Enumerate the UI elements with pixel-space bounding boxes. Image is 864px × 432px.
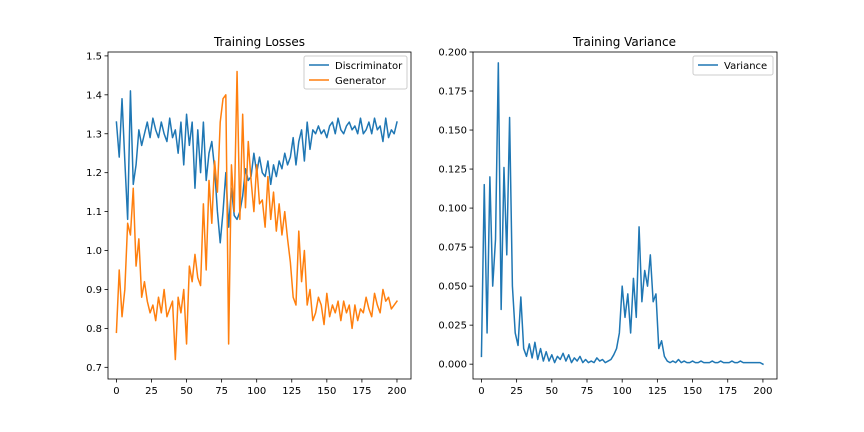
series-line-variance — [480, 62, 764, 366]
training-variance-frame — [472, 51, 778, 380]
y-tick-label: 1.1 — [86, 207, 102, 218]
y-tick-label: 0.7 — [86, 363, 102, 374]
x-tick-label: 75 — [581, 386, 594, 397]
y-tick-label: 1.5 — [86, 51, 102, 62]
training-variance-plot: Training Variance 0 25 50 75 100 125 150 175 200… — [438, 35, 778, 398]
y-tick-label: 0.9 — [86, 285, 102, 296]
training-variance-legend: Variance — [692, 55, 774, 76]
y-tick-label: 1.2 — [86, 168, 102, 179]
y-tick-label: 1.3 — [86, 129, 102, 140]
training-losses-plot: Training Losses 0 25 50 75 100 125 150 175 200 0.… — [86, 35, 412, 397]
legend-label-generator: Generator — [335, 76, 387, 87]
x-tick-label: 175 — [718, 386, 737, 397]
y-tick-label: 0.025 — [438, 321, 467, 332]
x-tick-label: 125 — [648, 386, 667, 397]
x-tick-label: 150 — [683, 386, 702, 397]
x-tick-label: 175 — [352, 386, 371, 397]
training-losses-legend: Discriminator Generator — [303, 55, 408, 90]
y-tick-label: 1.4 — [86, 90, 102, 101]
y-tick-label: 0.000 — [438, 360, 467, 371]
x-tick-label: 25 — [145, 386, 158, 397]
y-tick-label: 0.200 — [438, 48, 467, 59]
training-losses-frame — [107, 51, 412, 380]
x-tick-label: 0 — [113, 386, 119, 397]
x-tick-label: 50 — [180, 386, 193, 397]
legend-box — [303, 55, 408, 90]
x-tick-label: 100 — [613, 386, 632, 397]
x-tick-label: 50 — [545, 386, 558, 397]
y-tick-label: 0.175 — [438, 87, 467, 98]
y-tick-label: 0.8 — [86, 324, 102, 335]
y-tick-label: 0.150 — [438, 126, 467, 137]
training-variance-data — [480, 62, 764, 366]
x-tick-label: 75 — [215, 386, 228, 397]
x-tick-label: 100 — [247, 386, 266, 397]
training-variance-ticks: 0 25 50 75 100 125 150 175 200 0.000 0.025 0.050 0.0… — [438, 48, 772, 398]
training-losses-data — [115, 70, 399, 361]
training-losses-title: Training Losses — [213, 35, 305, 49]
x-tick-label: 0 — [478, 386, 484, 397]
training-variance-title: Training Variance — [572, 35, 676, 49]
y-tick-label: 0.050 — [438, 282, 467, 293]
legend-box — [692, 55, 774, 76]
x-tick-label: 200 — [387, 386, 406, 397]
y-tick-label: 1.0 — [86, 246, 102, 257]
legend-label-variance: Variance — [724, 61, 767, 72]
y-tick-label: 0.125 — [438, 165, 467, 176]
y-tick-label: 0.075 — [438, 243, 467, 254]
training-losses-ticks: 0 25 50 75 100 125 150 175 200 0.7 0.8 0.9 1.0 1.1 1.2… — [86, 51, 406, 397]
y-tick-label: 0.100 — [438, 204, 467, 215]
x-tick-label: 125 — [282, 386, 301, 397]
x-tick-label: 25 — [510, 386, 523, 397]
legend-label-discriminator: Discriminator — [335, 61, 403, 72]
series-line-generator — [115, 70, 399, 361]
x-tick-label: 200 — [753, 386, 772, 397]
x-tick-label: 150 — [317, 386, 336, 397]
